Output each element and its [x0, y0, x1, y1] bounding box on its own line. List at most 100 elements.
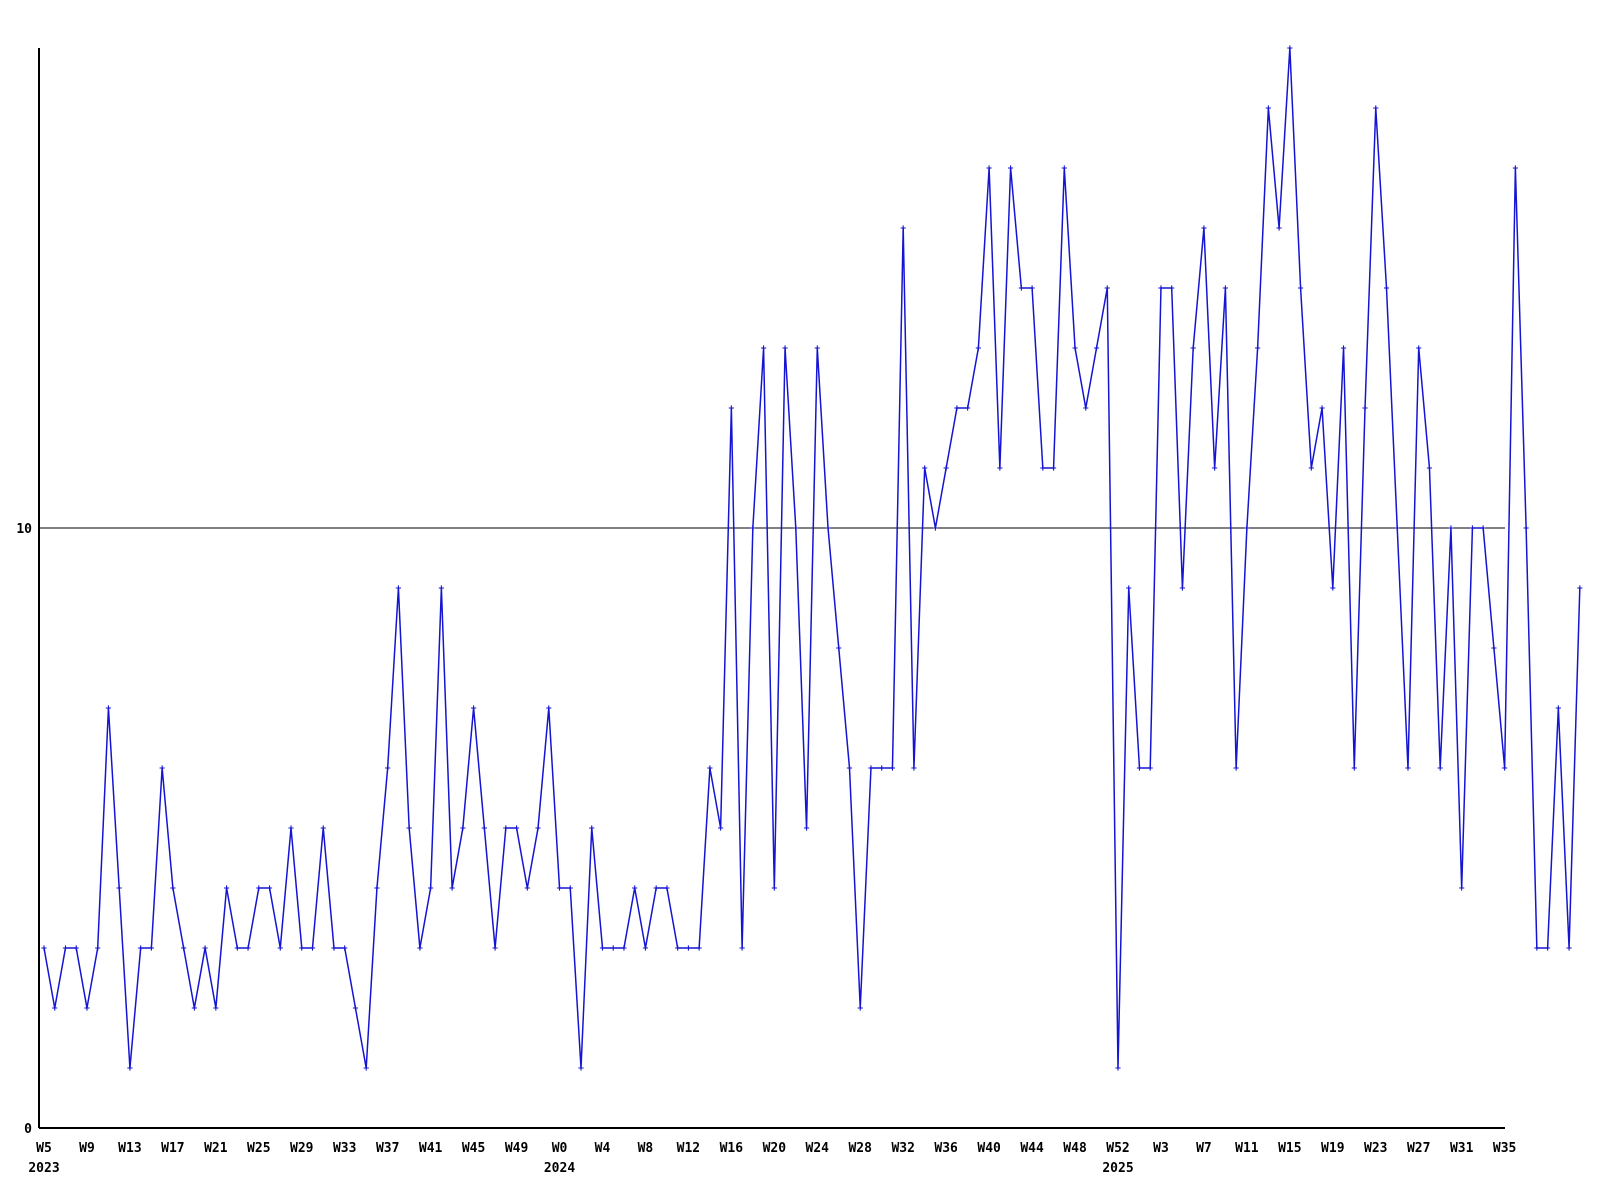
- data-point-marker: [803, 825, 810, 831]
- data-point-marker: [642, 945, 649, 951]
- data-point-marker: [460, 825, 466, 831]
- data-point-marker: [266, 885, 273, 891]
- data-point-marker: [814, 345, 820, 351]
- data-point-marker: [943, 465, 949, 471]
- data-point-marker: [1373, 105, 1379, 111]
- x-tick-label-W9: W9: [79, 1141, 95, 1156]
- data-point-marker: [1491, 645, 1497, 651]
- data-point-marker: [1297, 285, 1304, 291]
- x-axis-year-labels: 2023 2024 2025: [28, 1161, 1133, 1176]
- x-tick-label-W13: W13: [118, 1141, 141, 1156]
- data-point-marker: [148, 945, 154, 951]
- data-point-marker: [1212, 465, 1218, 471]
- series-line: [43, 47, 1581, 1069]
- data-point-marker: [1566, 945, 1572, 951]
- data-point-marker: [256, 885, 262, 891]
- data-point-marker: [331, 945, 337, 951]
- x-tick-label-W3: W3: [1153, 1141, 1169, 1156]
- data-point-marker: [932, 525, 939, 531]
- data-point-marker: [1469, 525, 1476, 531]
- data-point-marker: [1201, 225, 1207, 231]
- data-point-marker: [1093, 345, 1100, 351]
- data-point-marker: [1147, 765, 1153, 771]
- data-point-marker: [632, 885, 638, 891]
- data-point-marker: [675, 945, 681, 951]
- data-point-marker: [1308, 465, 1314, 471]
- data-point-marker: [481, 825, 487, 831]
- axis-lines: [38, 48, 1505, 1129]
- data-point-marker: [1222, 285, 1228, 291]
- data-point-marker: [1029, 285, 1035, 291]
- data-point-marker: [868, 765, 874, 771]
- data-point-marker: [535, 825, 541, 831]
- data-point-marker: [73, 945, 79, 951]
- x-tick-label-W45: W45: [462, 1141, 485, 1156]
- data-point-marker: [170, 885, 176, 891]
- data-point-marker: [1340, 345, 1347, 351]
- data-point-marker: [750, 525, 756, 531]
- data-point-marker: [846, 765, 853, 771]
- data-point-marker: [374, 885, 380, 891]
- data-point-marker: [1351, 765, 1357, 771]
- data-point-marker: [1265, 105, 1271, 111]
- data-point-marker: [320, 825, 326, 831]
- x-axis-year-label-2023: 2023: [28, 1161, 59, 1176]
- data-point-marker: [1416, 345, 1422, 351]
- x-tick-label-W0: W0: [552, 1141, 568, 1156]
- data-point-marker: [95, 945, 101, 951]
- data-point-marker: [234, 945, 240, 951]
- data-point-marker: [1050, 465, 1057, 471]
- data-point-marker: [406, 825, 412, 831]
- data-point-marker: [127, 1065, 133, 1071]
- data-point-marker: [1276, 225, 1282, 231]
- data-point-marker: [599, 945, 606, 951]
- data-point-marker: [556, 885, 563, 891]
- x-tick-label-W37: W37: [376, 1141, 399, 1156]
- data-point-marker: [1545, 945, 1551, 951]
- data-point-marker: [1330, 585, 1336, 591]
- data-point-marker: [1437, 765, 1443, 771]
- data-point-marker: [1426, 465, 1433, 471]
- y-tick-label-10: 10: [16, 522, 32, 537]
- x-tick-label-W36: W36: [934, 1141, 958, 1156]
- x-tick-label-W19: W19: [1321, 1141, 1344, 1156]
- data-point-marker: [385, 765, 391, 771]
- data-point-marker: [685, 945, 691, 951]
- data-point-marker: [1383, 285, 1390, 291]
- data-point-marker: [922, 465, 928, 471]
- data-point-marker: [438, 585, 444, 591]
- data-point-marker: [857, 1005, 863, 1011]
- data-point-marker: [771, 885, 777, 891]
- data-point-marker: [610, 945, 616, 951]
- data-point-marker: [41, 945, 47, 951]
- x-tick-label-W16: W16: [720, 1141, 744, 1156]
- data-point-marker: [1577, 585, 1583, 591]
- x-tick-label-W33: W33: [333, 1141, 356, 1156]
- data-point-marker: [288, 825, 294, 831]
- data-point-marker: [1244, 525, 1250, 531]
- data-point-marker: [213, 1005, 219, 1011]
- data-point-marker: [352, 1005, 359, 1011]
- x-tick-label-W11: W11: [1235, 1141, 1259, 1156]
- data-point-marker: [728, 405, 734, 411]
- data-point-marker: [1072, 345, 1078, 351]
- data-point-marker: [449, 885, 455, 891]
- y-axis-tick-labels: 0 10: [16, 522, 32, 1137]
- data-point-marker: [105, 705, 112, 711]
- data-point-marker: [1394, 525, 1400, 531]
- data-point-marker: [1512, 165, 1518, 171]
- data-series: [43, 47, 1581, 1069]
- data-point-marker: [202, 945, 208, 951]
- x-tick-label-W17: W17: [161, 1141, 184, 1156]
- x-tick-label-W40: W40: [977, 1141, 1001, 1156]
- data-point-marker: [836, 645, 842, 651]
- data-point-marker: [653, 885, 659, 891]
- x-tick-label-W25: W25: [247, 1141, 270, 1156]
- x-tick-label-W15: W15: [1278, 1141, 1301, 1156]
- data-point-marker: [309, 945, 316, 951]
- data-point-marker: [954, 405, 960, 411]
- x-tick-label-W32: W32: [891, 1141, 914, 1156]
- data-point-marker: [1459, 885, 1465, 891]
- x-tick-label-W52: W52: [1106, 1141, 1129, 1156]
- data-point-marker: [116, 885, 122, 891]
